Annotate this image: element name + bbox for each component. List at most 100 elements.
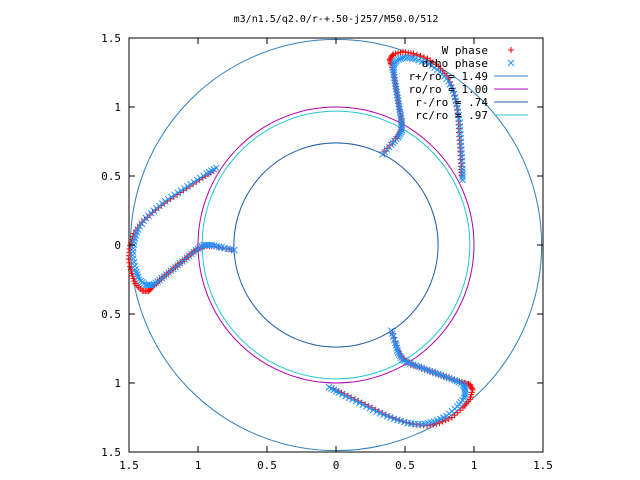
x-tick-label-0: 1.5 [119,459,139,472]
point-1-1-8 [394,134,402,141]
legend-label-2: r+/ro = 1.49 [409,70,488,83]
point-1-2-88 [212,164,220,172]
point-1-2-75 [174,189,182,197]
point-0-2-51 [129,273,136,280]
point-0-0-41 [467,382,474,389]
point-0-0-40 [466,381,473,388]
point-1-0-81 [345,394,353,402]
chart-title: m3/n1.5/q2.0/r-+.50-j257/M50.0/512 [234,14,439,25]
point-1-0-72 [376,410,384,417]
point-1-1-42 [397,55,404,63]
legend-label-1: drho phase [422,57,488,70]
point-1-1-40 [393,56,400,64]
y-tick-label-2: 0.5 [101,308,121,321]
point-1-1-41 [395,56,402,63]
point-1-1-54 [431,64,438,72]
point-1-1-84 [459,165,466,173]
point-0-2-53 [127,266,134,273]
x-tick-label-2: 0.5 [257,459,277,472]
x-tick-label-5: 1 [471,459,478,472]
x-tick-label-3: 0 [333,459,340,472]
point-1-0-12 [398,356,406,363]
legend-label-3: ro/ro = 1.00 [409,83,488,96]
point-1-0-33 [453,377,461,385]
point-1-0-79 [352,397,360,405]
point-1-0-75 [366,404,374,412]
point-1-0-34 [455,378,463,386]
point-1-1-53 [428,62,436,70]
legend-swatch-0 [508,47,514,53]
point-1-0-82 [342,392,350,400]
point-0-2-54 [127,263,134,270]
point-0-2-52 [128,270,135,277]
point-1-1-9 [395,132,403,139]
point-0-0-42 [468,384,475,391]
point-1-2-72 [164,195,172,203]
point-1-2-38 [145,281,153,289]
point-0-1-52 [410,50,417,57]
point-1-0-13 [400,357,408,364]
point-1-0-4 [391,339,399,347]
point-1-1-45 [403,54,411,62]
point-0-1-3 [389,139,396,146]
point-1-0-14 [403,358,410,365]
legend-label-0: W phase [442,44,488,57]
point-1-2-5 [215,243,223,251]
point-1-0-83 [338,391,346,398]
y-tick-label-0: 1.5 [101,446,121,459]
y-tick-label-4: 0.5 [101,170,121,183]
legend-label-4: r-/ro = .74 [415,96,488,109]
point-1-2-78 [184,182,191,190]
point-1-0-15 [405,359,412,366]
point-1-1-44 [401,53,408,61]
point-1-1-88 [459,176,466,184]
point-1-1-85 [459,168,466,175]
circle-3 [201,110,471,380]
y-tick-label-3: 0 [114,239,121,252]
point-1-2-61 [136,223,144,230]
point-1-0-71 [380,411,387,419]
point-1-1-11 [397,128,405,136]
point-1-0-5 [392,342,400,349]
point-1-1-46 [406,54,414,62]
circle-1 [197,106,475,384]
point-1-1-87 [459,173,466,181]
point-1-2-6 [213,242,220,250]
point-1-1-86 [459,170,466,178]
point-1-2-82 [196,174,204,182]
point-0-2-48 [132,280,139,287]
legend-swatch-1 [507,59,515,67]
point-1-2-76 [177,187,185,194]
point-0-2-50 [130,275,137,282]
x-tick-label-1: 1 [195,459,202,472]
point-1-0-69 [387,414,394,421]
point-0-0-56 [448,414,455,421]
point-1-2-81 [193,176,201,184]
point-0-1-43 [389,52,396,59]
point-1-2-62 [138,220,146,228]
point-1-2-73 [167,193,175,201]
point-1-0-76 [363,403,370,410]
point-1-2-79 [187,180,195,188]
point-1-1-52 [425,60,433,68]
point-1-0-73 [373,408,381,415]
point-1-1-10 [396,130,404,138]
point-1-2-77 [180,185,188,192]
point-1-0-7 [394,346,401,354]
point-1-0-78 [356,399,363,407]
y-tick-label-6: 1.5 [101,32,121,45]
circle-2 [233,142,439,348]
point-1-0-43 [461,392,469,400]
point-0-2-55 [126,259,133,266]
point-1-2-60 [134,226,142,233]
series-1 [129,53,470,428]
point-1-0-32 [451,376,459,384]
point-1-0-74 [369,406,377,414]
point-1-2-11 [202,241,210,249]
legend-label-5: rc/ro = .97 [415,109,488,122]
point-1-0-80 [349,396,356,403]
point-1-0-68 [390,415,398,423]
points-layer [125,48,476,429]
point-1-0-70 [383,412,391,420]
